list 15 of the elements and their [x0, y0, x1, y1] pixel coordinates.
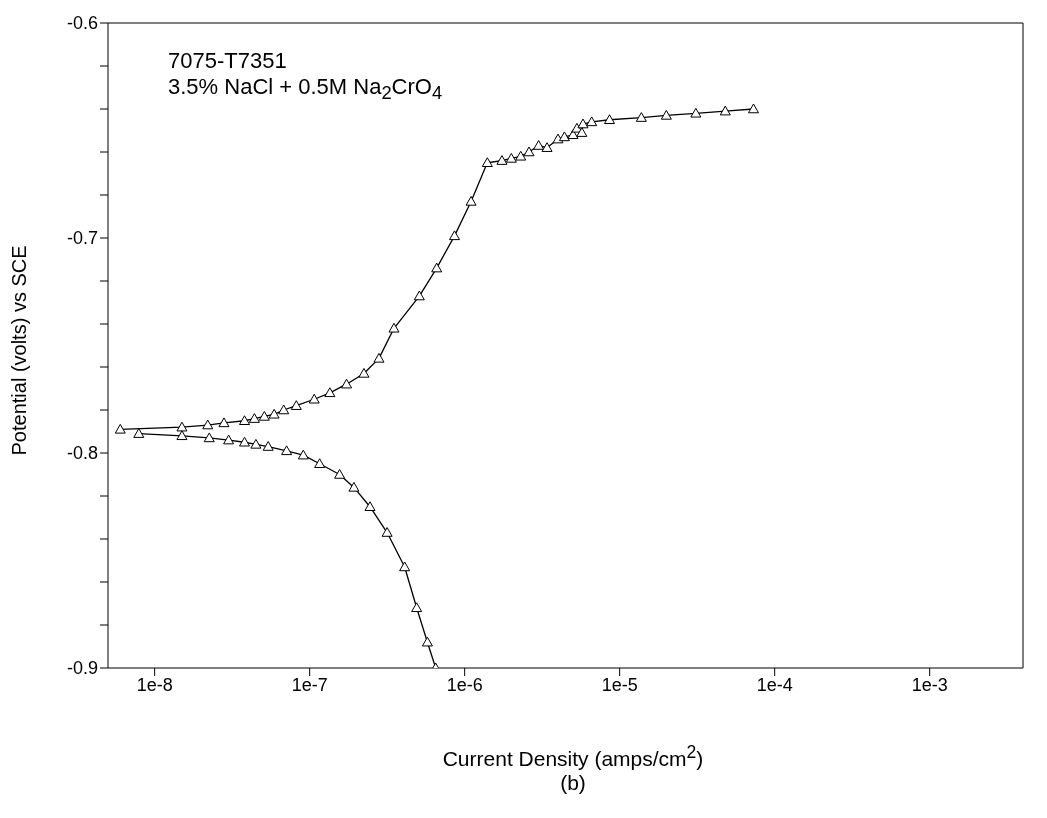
annotation: 3.5% NaCl + 0.5M Na$_{2}$CrO$_{4}$	[168, 74, 443, 106]
x-tick-label: 1e-3	[911, 674, 948, 695]
x-axis-title: Current Density (amps/cm$^{2}$)	[441, 742, 705, 771]
annotation: 7075-T7351	[168, 48, 288, 74]
y-tick-label: -0.8	[66, 443, 98, 464]
x-tick-label: 1e-6	[446, 674, 483, 695]
y-tick-label: -0.6	[66, 13, 98, 34]
text: (b)	[559, 771, 587, 795]
x-tick-label: 1e-4	[756, 674, 793, 695]
y-tick-label: -0.9	[66, 658, 98, 679]
x-tick-label: 1e-5	[601, 674, 638, 695]
y-axis-title: Potential (volts) vs SCE	[8, 245, 31, 456]
x-tick-label: 1e-7	[291, 674, 328, 695]
y-tick-label: -0.7	[66, 228, 98, 249]
x-tick-label: 1e-8	[136, 674, 173, 695]
